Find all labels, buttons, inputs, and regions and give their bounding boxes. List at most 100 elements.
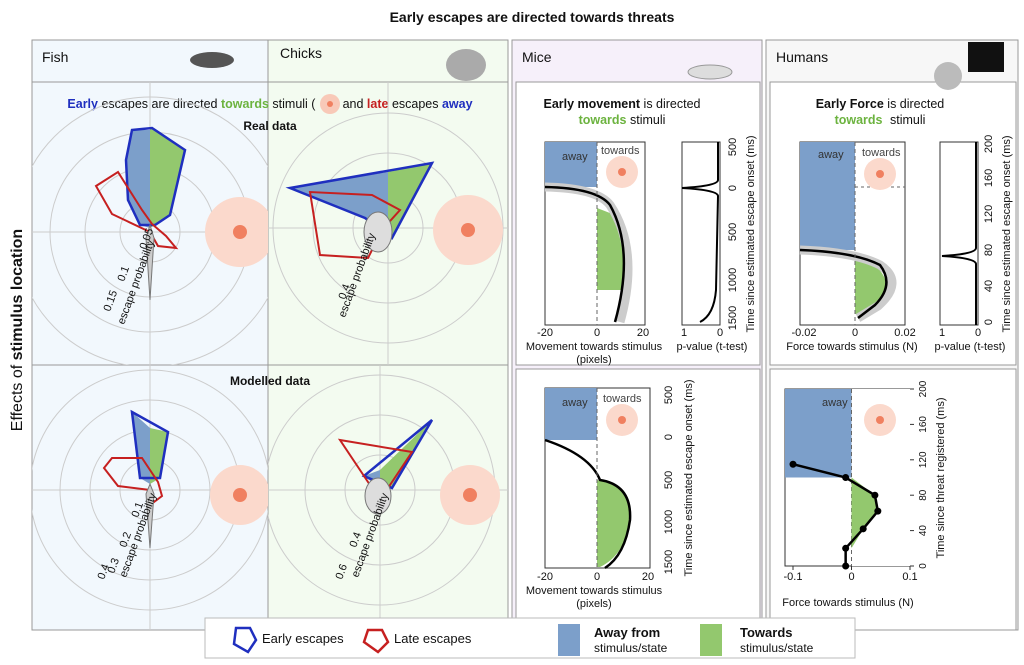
legend-towards-icon: [700, 624, 722, 656]
legend-label: stimulus/state: [594, 641, 668, 655]
hl: stimuli (: [269, 97, 316, 111]
fish-icon: [190, 52, 234, 68]
towards-area: [851, 477, 878, 566]
tick: 0: [717, 327, 723, 339]
tick: 0.4: [348, 531, 365, 549]
y-tick-label: 200: [918, 380, 929, 397]
tick: 0.2: [118, 531, 135, 549]
point: [789, 460, 797, 468]
mice-model-y-ticks: 500 0 500 1000 1500 Time since estimated…: [663, 379, 695, 576]
point: [859, 525, 867, 533]
h: Early Force: [816, 97, 884, 111]
legend-late-icon: [362, 628, 390, 654]
heading: Early Force is directed: [816, 97, 945, 111]
mice-model-plot: [544, 387, 651, 570]
tick: 0: [983, 319, 995, 325]
stim-icon: [876, 416, 884, 424]
tick: -20: [537, 327, 553, 339]
h: towards: [835, 113, 883, 127]
tick: 500: [727, 223, 739, 241]
legend-away-icon: [558, 624, 580, 656]
y-label: Time since threat registered (ms): [935, 398, 947, 559]
h: Early movement: [543, 97, 640, 111]
tick: -20: [537, 571, 553, 583]
hl: away: [442, 97, 473, 111]
humans-y-ticks: 0 40 80 120 160 200 Time since estimated…: [983, 135, 1013, 333]
away-label: away: [818, 149, 844, 161]
towards-label: towards: [862, 147, 901, 159]
chick-icon: [446, 49, 486, 81]
side-label: Effects of stimulus location: [9, 229, 26, 431]
towards-label: towards: [603, 393, 642, 405]
panel-label: Chicks: [280, 45, 322, 61]
hl: , and: [336, 97, 367, 111]
tick: 1: [681, 327, 687, 339]
x-label: Force towards stimulus (N): [782, 597, 913, 609]
x-tick-label: 0.1: [902, 571, 917, 583]
tick: 1000: [663, 510, 675, 534]
away-label: away: [822, 397, 848, 409]
tick: 0.4: [337, 283, 354, 301]
x-tick-label: -0.1: [784, 571, 803, 583]
y-tick-label: 80: [918, 489, 929, 501]
tick: 1500: [663, 550, 675, 574]
tick: 0.3: [106, 557, 123, 575]
y-label: Time since estimated escape onset (ms): [1001, 135, 1013, 332]
x-label: Force towards stimulus (N): [786, 341, 917, 353]
tick: 0: [975, 327, 981, 339]
side-bold: stimulus location: [9, 229, 26, 361]
tick: 1: [939, 327, 945, 339]
tick: 0.1: [130, 501, 147, 519]
fish-model: [32, 365, 268, 630]
tick: 500: [727, 138, 739, 156]
legend-label: Towards: [740, 625, 793, 640]
towards-label: towards: [601, 145, 640, 157]
hl: Early: [67, 97, 98, 111]
legend-label: Late escapes: [394, 631, 472, 646]
y-tick-label: 0: [918, 563, 929, 569]
y-label: Time since estimated escape onset (ms): [745, 135, 757, 332]
headline: Early escapes are directed towards stimu…: [67, 97, 472, 111]
tick: 0: [663, 434, 675, 440]
hl: escapes are directed: [98, 97, 221, 111]
p-label: p-value (t-test): [677, 341, 748, 353]
tick: 40: [983, 280, 995, 292]
tick: 0.1: [116, 265, 133, 283]
row-label: Real data: [243, 119, 297, 133]
heading: towards stimuli: [579, 113, 666, 127]
tick: 0.6: [334, 563, 351, 581]
h: stimuli: [887, 113, 926, 127]
tick: 500: [663, 471, 675, 489]
x-label: Movement towards stimulus: [526, 341, 663, 353]
mice-real-plot: [544, 141, 721, 326]
tick: 0.4: [96, 563, 113, 581]
figure-title: Early escapes are directed towards threa…: [390, 9, 675, 25]
away-label: away: [562, 397, 588, 409]
tick: 0: [852, 327, 858, 339]
humans-model-plot: away Force towards stimulus (N) Time sin…: [782, 380, 947, 609]
point: [842, 544, 850, 552]
heading: Early movement is directed: [543, 97, 700, 111]
y-label: Time since estimated escape onset (ms): [683, 379, 695, 576]
heading: towards stimuli: [835, 113, 926, 127]
x-label: Movement towards stimulus: [526, 585, 663, 597]
h: stimuli: [627, 113, 666, 127]
hl: late: [367, 97, 389, 111]
legend-early-icon: [232, 626, 258, 654]
tick: 0: [727, 185, 739, 191]
legend-label: stimulus/state: [740, 641, 814, 655]
row-label: Modelled data: [230, 374, 310, 388]
y-tick-label: 120: [918, 451, 929, 468]
hl: towards: [221, 97, 269, 111]
tick: 200: [983, 135, 995, 153]
fish-real: [32, 82, 268, 365]
tick: 80: [983, 244, 995, 256]
tick: 500: [663, 386, 675, 404]
point: [871, 491, 879, 499]
tick: 120: [983, 205, 995, 223]
human-icon: [934, 62, 962, 90]
x-tick-label: 0: [848, 571, 854, 583]
tick: 0: [594, 327, 600, 339]
h: is directed: [884, 97, 944, 111]
